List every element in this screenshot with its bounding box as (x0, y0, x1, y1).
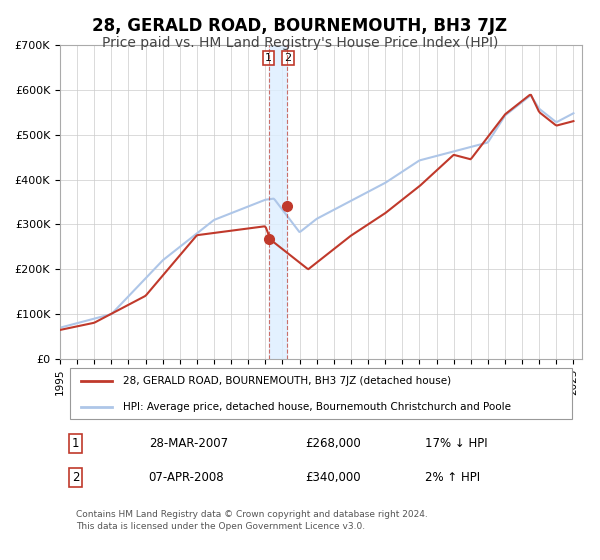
Text: 07-APR-2008: 07-APR-2008 (149, 472, 224, 484)
Text: 28, GERALD ROAD, BOURNEMOUTH, BH3 7JZ (detached house): 28, GERALD ROAD, BOURNEMOUTH, BH3 7JZ (d… (122, 376, 451, 386)
Bar (269, 45, 287, 359)
Text: HPI: Average price, detached house, Bournemouth Christchurch and Poole: HPI: Average price, detached house, Bour… (122, 402, 511, 412)
Text: 28-MAR-2007: 28-MAR-2007 (149, 437, 228, 450)
Text: £268,000: £268,000 (305, 437, 361, 450)
Text: 1: 1 (265, 53, 272, 63)
Text: 2: 2 (284, 53, 292, 63)
Text: 1: 1 (72, 437, 79, 450)
Text: 2% ↑ HPI: 2% ↑ HPI (425, 472, 481, 484)
Text: £340,000: £340,000 (305, 472, 361, 484)
Text: Contains HM Land Registry data © Crown copyright and database right 2024.
This d: Contains HM Land Registry data © Crown c… (76, 510, 427, 531)
Text: 28, GERALD ROAD, BOURNEMOUTH, BH3 7JZ: 28, GERALD ROAD, BOURNEMOUTH, BH3 7JZ (92, 17, 508, 35)
Text: 17% ↓ HPI: 17% ↓ HPI (425, 437, 488, 450)
FancyBboxPatch shape (70, 368, 572, 419)
Text: Price paid vs. HM Land Registry's House Price Index (HPI): Price paid vs. HM Land Registry's House … (102, 36, 498, 50)
Text: 2: 2 (72, 472, 79, 484)
